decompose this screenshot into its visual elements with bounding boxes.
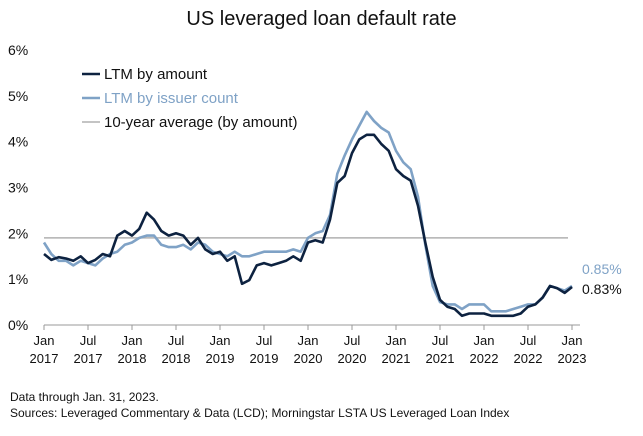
x-tick-label-month: Jul bbox=[168, 333, 185, 348]
x-tick-label-month: Jan bbox=[122, 333, 143, 348]
y-tick-label: 1% bbox=[8, 271, 28, 287]
x-tick-label-month: Jul bbox=[80, 333, 97, 348]
x-tick-label-year: 2017 bbox=[74, 351, 103, 366]
series-lines bbox=[42, 110, 573, 318]
y-axis: 0% 1% 2% 3% 4% 5% 6% bbox=[8, 42, 28, 333]
x-tick-label-month: Jan bbox=[562, 333, 583, 348]
x-tick-label-year: 2019 bbox=[206, 351, 235, 366]
y-tick-label: 6% bbox=[8, 42, 28, 58]
legend-ltm-by-amount-label: LTM by amount bbox=[104, 66, 208, 83]
sources-note: Sources: Leveraged Commentary & Data (LC… bbox=[10, 406, 510, 420]
x-tick-label-month: Jan bbox=[474, 333, 495, 348]
x-tick-label-year: 2018 bbox=[162, 351, 191, 366]
x-axis: Jan 2017 Jul 2017 Jan 2018 Jul 2018 Jan 2019 Jul 20… bbox=[30, 325, 587, 366]
y-tick-label: 0% bbox=[8, 317, 28, 333]
x-tick-label-month: Jul bbox=[432, 333, 449, 348]
y-tick-label: 3% bbox=[8, 180, 28, 196]
x-tick-label-year: 2018 bbox=[118, 351, 147, 366]
legend-ltm-by-issuer-count-label: LTM by issuer count bbox=[104, 90, 239, 107]
x-tick-label-month: Jan bbox=[386, 333, 407, 348]
end-label-issuer-count: 0.85% bbox=[582, 261, 622, 277]
x-tick-label-year: 2021 bbox=[426, 351, 455, 366]
x-tick-label-year: 2021 bbox=[382, 351, 411, 366]
x-tick-label-month: Jul bbox=[256, 333, 273, 348]
x-tick-label-year: 2022 bbox=[514, 351, 543, 366]
legend-ten-year-average-label: 10-year average (by amount) bbox=[104, 114, 297, 131]
y-tick-label: 2% bbox=[8, 225, 28, 241]
data-through-note: Data through Jan. 31, 2023. bbox=[10, 390, 159, 404]
x-tick-label-month: Jan bbox=[298, 333, 319, 348]
x-tick-label-year: 2020 bbox=[338, 351, 367, 366]
x-tick-label-year: 2020 bbox=[294, 351, 323, 366]
x-tick-label-year: 2022 bbox=[470, 351, 499, 366]
x-tick-label-month: Jul bbox=[520, 333, 537, 348]
y-tick-label: 5% bbox=[8, 88, 28, 104]
end-labels: 0.85% 0.83% bbox=[582, 261, 622, 297]
end-label-amount: 0.83% bbox=[582, 281, 622, 297]
x-tick-label-year: 2017 bbox=[30, 351, 59, 366]
x-tick-label-year: 2019 bbox=[250, 351, 279, 366]
legend: LTM by amount LTM by issuer count 10-year … bbox=[82, 66, 297, 131]
y-tick-label: 4% bbox=[8, 134, 28, 150]
chart-title: US leveraged loan default rate bbox=[186, 8, 457, 30]
x-tick-label-year: 2023 bbox=[558, 351, 587, 366]
ltm-by-amount-line bbox=[43, 133, 573, 318]
x-tick-label-month: Jul bbox=[344, 333, 361, 348]
x-tick-label-month: Jan bbox=[34, 333, 55, 348]
x-tick-label-month: Jan bbox=[210, 333, 231, 348]
ltm-by-issuer-count-line bbox=[42, 110, 573, 313]
